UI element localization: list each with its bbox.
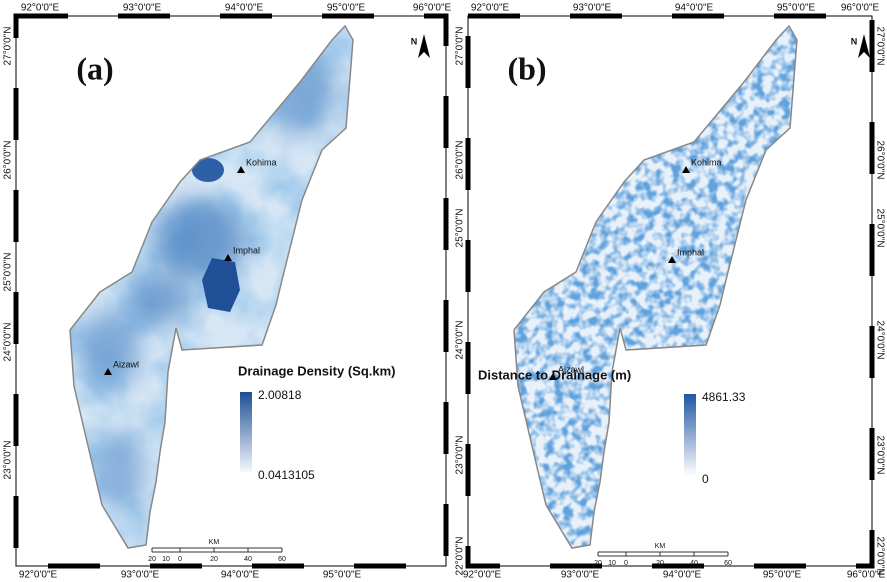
scale-unit: KM [655,543,666,550]
distance-to-drainage-map [504,20,804,555]
scale-tick: 0 [624,560,628,567]
scale-tick: 60 [724,560,732,567]
latitude-label: 27°0'0"N [3,27,14,66]
legend-title: Drainage Density (Sq.km) [238,363,396,378]
latitude-label: 24°0'0"N [455,321,466,360]
scale-tick: 20 [594,560,602,567]
latitude-label: 23°0'0"N [455,436,466,475]
longitude-label: 95°0'0"E [327,3,366,14]
scale-tick: 0 [178,556,182,563]
legend-min: 0 [702,472,709,486]
longitude-label: 95°0'0"E [777,3,816,14]
longitude-label: 94°0'0"E [225,3,264,14]
latitude-label: 27°0'0"N [874,27,885,66]
scale-tick: 60 [278,556,286,563]
scale-bar [598,552,728,556]
legend-ramp [684,394,696,476]
legend-max: 2.00818 [258,388,302,402]
longitude-label: 96°0'0"E [841,3,880,14]
latitude-label: 23°0'0"N [874,436,885,475]
legend-title: Distance to Drainage (m) [478,367,631,382]
city-name: Kohima [691,157,722,167]
scale-tick: 10 [608,560,616,567]
latitude-label: 22°0'0"N [874,537,885,576]
panel-label: (a) [76,50,113,86]
city-name: Kohima [246,157,277,167]
scale-tick: 20 [656,560,664,567]
latitude-label: 25°0'0"N [455,209,466,248]
scale-tick: 10 [162,556,170,563]
latitude-label: 27°0'0"N [455,27,466,66]
latitude-label: 24°0'0"N [3,323,14,362]
scale-unit: KM [209,539,220,546]
north-label: N [411,36,418,46]
latitude-label: 25°0'0"N [874,209,885,248]
panel-label: (b) [507,50,546,86]
legend-min: 0.0413105 [258,468,315,482]
latitude-label: 26°0'0"N [455,141,466,180]
longitude-label: 94°0'0"E [663,570,702,581]
scale-bar [152,548,282,552]
drainage-density-map [60,20,360,555]
longitude-label: 92°0'0"E [471,3,510,14]
scale-tick: 20 [148,556,156,563]
legend-ramp [240,392,252,472]
north-arrow [858,34,870,58]
scale-tick: 20 [210,556,218,563]
longitude-label: 92°0'0"E [19,570,58,581]
longitude-label: 93°0'0"E [121,570,160,581]
longitude-label: 93°0'0"E [123,3,162,14]
scale-tick: 40 [244,556,252,563]
city-name: Imphal [677,247,704,257]
figure: 92°0'0"E 93°0'0"E 94°0'0"E 95°0'0"E 96°0'0"E… [0,0,887,582]
longitude-label: 95°0'0"E [763,570,802,581]
city-name: Imphal [233,245,260,255]
north-arrow [418,34,430,58]
latitude-label: 26°0'0"N [3,141,14,180]
longitude-label: 95°0'0"E [323,570,362,581]
longitude-label: 92°0'0"E [21,3,60,14]
north-label: N [851,36,858,46]
longitude-label: 92°0'0"E [463,570,502,581]
latitude-label: 25°0'0"N [3,253,14,292]
latitude-label: 23°0'0"N [3,441,14,480]
scale-tick: 40 [690,560,698,567]
longitude-label: 94°0'0"E [221,570,260,581]
longitude-label: 93°0'0"E [561,570,600,581]
latitude-label: 24°0'0"N [874,321,885,360]
city-name: Aizawl [113,359,139,369]
longitude-label: 94°0'0"E [675,3,714,14]
longitude-label: 96°0'0"E [413,3,452,14]
longitude-label: 93°0'0"E [573,3,612,14]
latitude-label: 22°0'0"N [455,537,466,576]
legend-max: 4861.33 [702,390,746,404]
latitude-label: 26°0'0"N [874,141,885,180]
